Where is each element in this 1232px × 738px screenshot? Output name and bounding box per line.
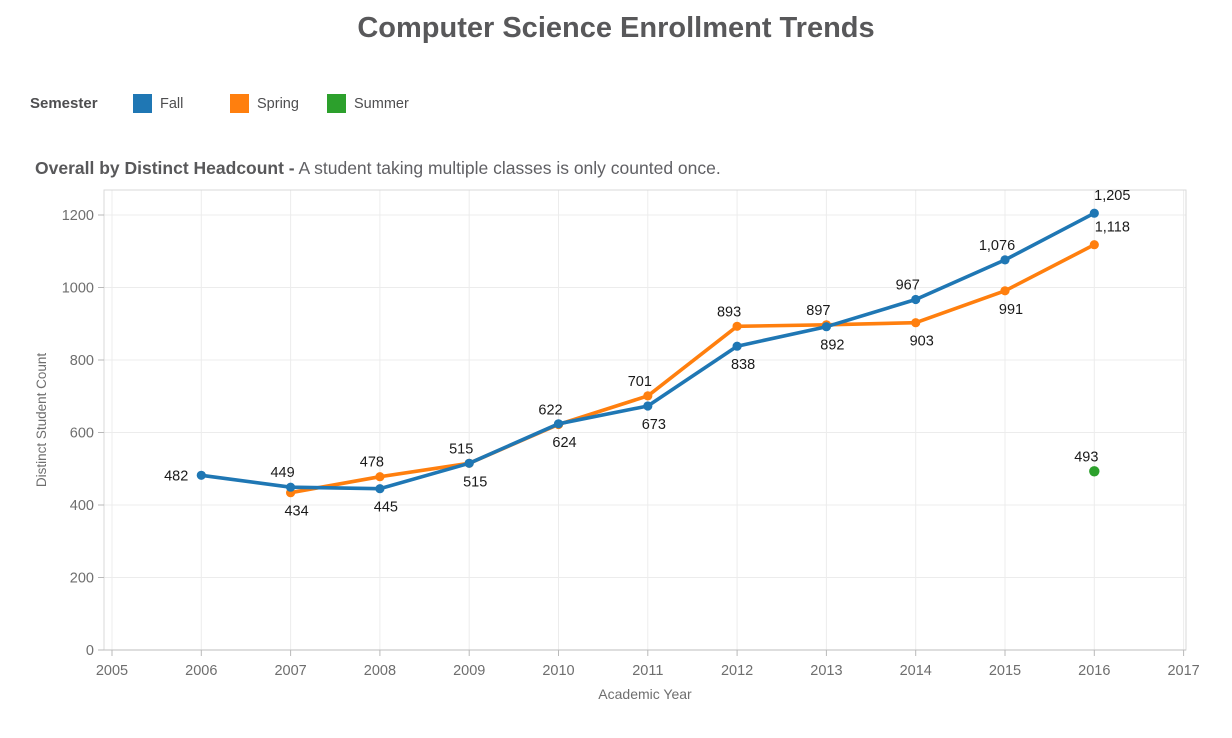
data-point-fall-2015[interactable] xyxy=(1000,255,1010,265)
x-tick-label: 2013 xyxy=(810,663,842,679)
legend-title: Semester xyxy=(30,95,98,112)
x-tick-label: 2016 xyxy=(1078,663,1110,679)
legend-swatch-spring[interactable] xyxy=(230,94,249,113)
data-label: 893 xyxy=(717,304,741,320)
data-label: 1,205 xyxy=(1094,188,1130,204)
legend-swatch-fall[interactable] xyxy=(133,94,152,113)
series-line xyxy=(288,242,1097,495)
data-label: 478 xyxy=(360,455,384,471)
data-label: 482 xyxy=(164,468,188,484)
x-tick-label: 2017 xyxy=(1167,663,1199,679)
data-point-fall-2008[interactable] xyxy=(375,484,385,494)
page-title: Computer Science Enrollment Trends xyxy=(357,12,875,44)
data-point-summer-2016[interactable] xyxy=(1089,466,1100,477)
x-tick-label: 2008 xyxy=(364,663,396,679)
series-summer xyxy=(1089,466,1100,477)
data-point-fall-2006[interactable] xyxy=(196,470,206,480)
legend-label: Spring xyxy=(257,95,299,112)
x-axis: 2005 2006 2007 2008 2009 2010 2011 2012 2013 2014… xyxy=(96,650,1200,702)
data-label: 445 xyxy=(374,500,398,516)
x-tick-label: 2011 xyxy=(632,663,663,679)
data-label: 1,076 xyxy=(979,238,1015,254)
data-point-spring-2012[interactable] xyxy=(732,321,742,331)
legend-entry-spring[interactable]: Spring xyxy=(230,94,327,113)
data-point-spring-2011[interactable] xyxy=(643,391,653,401)
chart-subtitle: Overall by Distinct Headcount - A studen… xyxy=(35,158,721,179)
data-point-fall-2010[interactable] xyxy=(553,419,564,429)
data-point-spring-2008[interactable] xyxy=(375,472,385,482)
y-tick-label: 1000 xyxy=(62,281,94,297)
data-point-spring-2014[interactable] xyxy=(911,318,921,328)
legend-label: Summer xyxy=(354,95,409,112)
data-label: 892 xyxy=(820,338,844,354)
legend-entries: Fall Spring Summer xyxy=(133,94,424,113)
data-label: 991 xyxy=(999,302,1023,318)
x-tick-label: 2015 xyxy=(989,663,1021,679)
data-labels: 482 449 445 515 624 673 838 892 967 1,076 1,205 434… xyxy=(164,188,1130,520)
x-tick-label: 2005 xyxy=(96,663,128,679)
data-label: 673 xyxy=(642,417,666,433)
x-tick-label: 2014 xyxy=(900,663,932,679)
y-tick-label: 1200 xyxy=(62,208,94,224)
gridlines xyxy=(104,190,1186,650)
subtitle-rest-text: A student taking multiple classes is onl… xyxy=(298,158,721,178)
legend-entry-summer[interactable]: Summer xyxy=(327,94,424,113)
legend-swatch-summer[interactable] xyxy=(327,94,346,113)
series-spring xyxy=(286,240,1099,498)
data-point-fall-2009[interactable] xyxy=(464,458,474,468)
data-label: 1,118 xyxy=(1095,220,1130,236)
data-label: 515 xyxy=(449,441,473,457)
series-fall xyxy=(196,208,1099,494)
data-point-fall-2016[interactable] xyxy=(1089,208,1099,218)
data-label: 622 xyxy=(538,403,562,419)
data-label: 967 xyxy=(896,278,920,294)
y-tick-label: 200 xyxy=(70,571,94,587)
data-label: 897 xyxy=(806,303,830,319)
x-tick-label: 2006 xyxy=(185,663,217,679)
legend-entry-fall[interactable]: Fall xyxy=(133,94,230,113)
x-tick-label: 2012 xyxy=(721,663,753,679)
data-point-fall-2011[interactable] xyxy=(643,401,653,411)
y-axis-title: Distinct Student Count xyxy=(34,353,49,488)
y-tick-label: 800 xyxy=(70,353,94,369)
data-label: 838 xyxy=(731,357,755,373)
data-label: 434 xyxy=(284,504,308,520)
data-label: 701 xyxy=(628,374,652,390)
y-tick-label: 600 xyxy=(70,426,94,442)
y-tick-label: 0 xyxy=(86,643,94,659)
legend-label: Fall xyxy=(160,95,184,112)
data-label: 903 xyxy=(910,334,934,350)
data-point-fall-2007[interactable] xyxy=(286,482,296,492)
y-axis: 0 200 400 600 800 1000 1200 Distinct Student Co… xyxy=(34,208,104,659)
data-label: 449 xyxy=(270,465,294,481)
data-point-fall-2013[interactable] xyxy=(821,322,832,332)
series-lines xyxy=(196,208,1100,498)
data-label: 624 xyxy=(552,435,576,451)
data-label: 515 xyxy=(463,474,487,490)
data-label: 493 xyxy=(1074,449,1098,465)
legend: Semester Fall Spring Summer xyxy=(30,94,424,113)
x-tick-label: 2010 xyxy=(542,663,574,679)
subtitle-bold-text: Overall by Distinct Headcount - xyxy=(35,158,295,178)
y-tick-label: 400 xyxy=(70,498,94,514)
x-tick-label: 2007 xyxy=(274,663,306,679)
x-tick-label: 2009 xyxy=(453,663,485,679)
data-point-spring-2016[interactable] xyxy=(1089,240,1099,250)
data-point-fall-2014[interactable] xyxy=(911,294,921,305)
data-point-fall-2012[interactable] xyxy=(732,341,742,351)
data-point-spring-2015[interactable] xyxy=(1000,286,1010,296)
x-axis-title: Academic Year xyxy=(598,686,692,702)
